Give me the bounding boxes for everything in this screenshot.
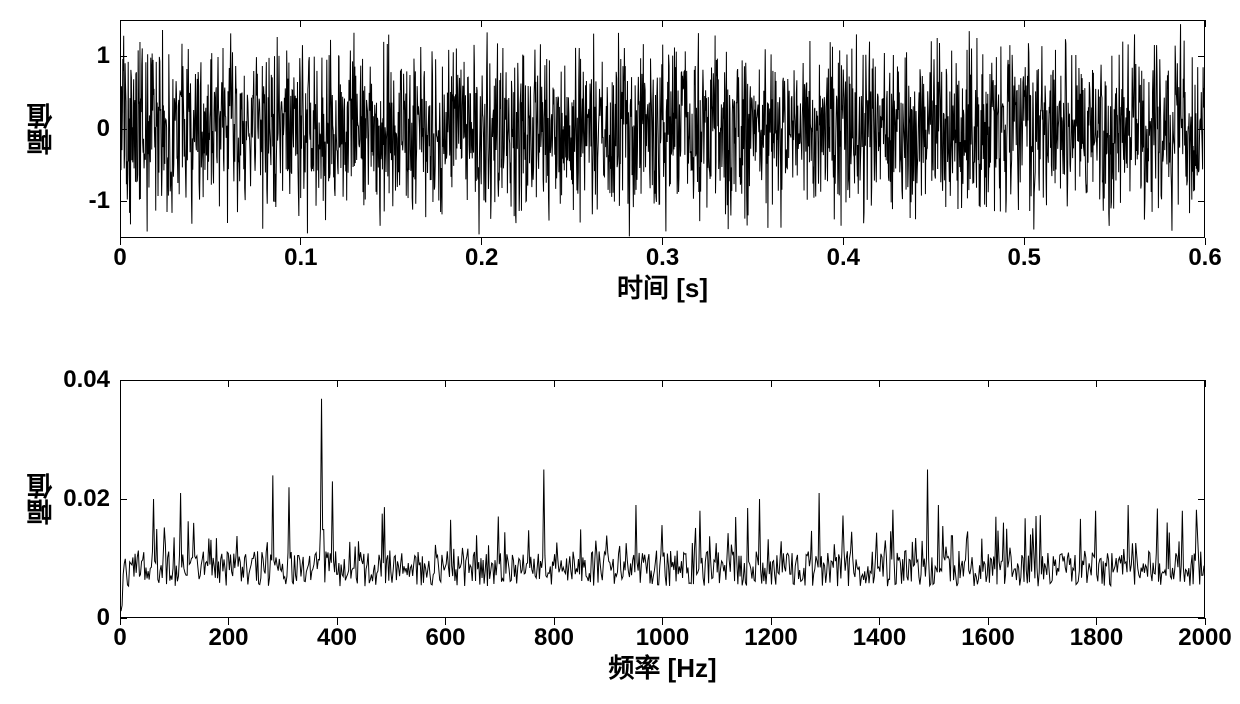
figure: 幅值 时间 [s] 00.10.20.30.40.50.6 -101 幅值 频率…	[0, 0, 1240, 704]
bottom-ylabel: 幅值	[22, 380, 59, 618]
xtick-label: 1800	[1070, 624, 1123, 652]
xtick-label: 0.6	[1188, 244, 1221, 272]
top-signal-line	[121, 21, 1204, 237]
top-xlabel: 时间 [s]	[120, 268, 1205, 305]
xtick-label: 0	[113, 244, 126, 272]
xtick-label: 200	[208, 624, 248, 652]
xtick-label: 1600	[961, 624, 1014, 652]
top-plot-area	[120, 20, 1205, 238]
xtick-label: 0.2	[465, 244, 498, 272]
xtick-label: 400	[317, 624, 357, 652]
xtick-label: 1000	[636, 624, 689, 652]
bottom-plot-area	[120, 380, 1205, 618]
xtick-label: 0.3	[646, 244, 679, 272]
xtick-label: 0.5	[1007, 244, 1040, 272]
xtick-label: 2000	[1178, 624, 1231, 652]
xtick-label: 1200	[744, 624, 797, 652]
xtick-label: 1400	[853, 624, 906, 652]
xtick-label: 800	[534, 624, 574, 652]
bottom-spectrum-line	[121, 381, 1204, 617]
xtick-label: 0	[113, 624, 126, 652]
xtick-label: 0.4	[827, 244, 860, 272]
bottom-xlabel: 频率 [Hz]	[120, 648, 1205, 685]
xtick-label: 600	[425, 624, 465, 652]
top-ylabel: 幅值	[22, 20, 59, 238]
xtick-label: 0.1	[284, 244, 317, 272]
